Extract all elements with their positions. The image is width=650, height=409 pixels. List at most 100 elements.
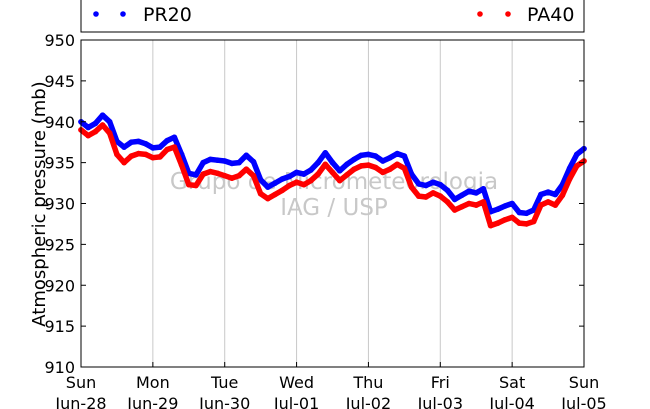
series-0-point-22 [236, 159, 242, 166]
series-0-point-16 [193, 172, 199, 178]
series-1-point-27 [272, 191, 278, 198]
series-1-point-33 [315, 171, 321, 177]
series-0-point-43 [387, 154, 393, 161]
x-tick-date-6: Jul-04 [488, 394, 534, 409]
series-1-point-35 [329, 169, 336, 176]
x-tick-date-1: Jun-29 [126, 394, 178, 409]
series-0-point-58 [495, 206, 501, 212]
series-0-point-27 [272, 180, 278, 186]
series-1-point-4 [106, 130, 113, 136]
series-1-point-45 [401, 165, 408, 172]
x-tick-day-1: Mon [136, 373, 170, 392]
series-1-point-3 [99, 122, 106, 128]
legend-marker-0 [93, 11, 99, 17]
series-0-point-20 [221, 158, 228, 164]
series-0-point-6 [121, 144, 127, 150]
series-0-point-26 [265, 184, 271, 190]
legend-entry-0: PR20 [93, 4, 192, 26]
series-1-point-55 [473, 202, 480, 208]
series-0-point-59 [502, 203, 508, 209]
series-0-point-69 [574, 151, 580, 158]
series-1-point-47 [415, 193, 422, 199]
series-1-point-29 [286, 182, 293, 189]
series-1-point-28 [279, 187, 286, 194]
y-axis-label: Atmospheric pressure (mb) [29, 81, 50, 326]
series-1-point-61 [516, 220, 523, 226]
series-0-point-51 [444, 187, 451, 194]
series-0-point-68 [566, 165, 573, 172]
series-1-point-26 [265, 195, 271, 202]
x-tick-date-5: Jul-03 [417, 394, 463, 409]
series-0-point-24 [250, 159, 257, 165]
series-1-point-34 [322, 161, 329, 168]
series-0-point-41 [372, 153, 379, 159]
legend-marker-0b [120, 11, 126, 17]
series-0-point-40 [365, 151, 372, 158]
series-1-point-15 [186, 181, 192, 188]
series-1-point-11 [157, 154, 163, 160]
watermark-line-2: IAG / USP [280, 195, 388, 221]
series-1-point-56 [480, 199, 487, 205]
series-0-point-36 [336, 168, 343, 174]
series-0-point-48 [423, 182, 429, 189]
series-1-point-2 [92, 128, 99, 135]
series-1-point-41 [372, 164, 379, 171]
series-1-point-44 [394, 161, 401, 168]
series-1-point-38 [351, 166, 357, 172]
y-tick-label-5: 935 [44, 154, 75, 173]
series-1-point-65 [545, 199, 551, 205]
x-tick-day-3: Wed [279, 373, 314, 392]
series-0-point-42 [380, 158, 386, 164]
series-1-point-53 [459, 204, 465, 210]
legend-label-0: PR20 [143, 4, 192, 26]
series-0-point-21 [229, 160, 235, 167]
y-tick-label-4: 930 [44, 195, 75, 214]
series-0-point-35 [329, 159, 336, 166]
series-1-point-10 [150, 154, 156, 161]
series-1-point-18 [207, 168, 214, 175]
series-1-point-8 [135, 150, 142, 157]
series-1-point-17 [200, 171, 206, 177]
series-1-point-1 [85, 132, 91, 139]
x-tick-date-4: Jul-02 [345, 394, 391, 409]
y-axis: 910 915 920 925 930 935 940 945 950 [44, 31, 584, 377]
series-1-point-16 [193, 182, 199, 189]
legend-box [80, 0, 585, 33]
series-0-point-50 [437, 181, 444, 188]
series-1-point-43 [387, 166, 393, 172]
series-0-point-60 [509, 200, 515, 207]
legend-marker-1b [505, 11, 511, 17]
series-1-point-62 [523, 221, 530, 227]
series-1-point-48 [423, 194, 429, 200]
y-tick-label-2: 920 [44, 276, 75, 295]
series-0-point-55 [473, 190, 480, 196]
series-0-point-54 [466, 188, 472, 194]
series-1-point-25 [257, 190, 264, 197]
series-0-point-7 [128, 139, 135, 145]
series-1-point-37 [344, 172, 350, 178]
y-tick-label-6: 940 [44, 113, 75, 132]
series-0-point-65 [545, 189, 551, 195]
x-tick-day-2: Tue [210, 373, 238, 392]
series-0-point-18 [207, 156, 214, 163]
y-tick-label-8: 950 [44, 31, 75, 50]
series-1-point-54 [466, 200, 472, 207]
series-1-point-31 [301, 181, 307, 188]
series-1-point-12 [164, 146, 170, 153]
series-1-point-36 [336, 177, 343, 184]
series-0-point-66 [552, 191, 559, 198]
series-1-point-67 [559, 192, 566, 199]
series-0-point-2 [92, 120, 99, 127]
x-tick-day-6: Sat [499, 373, 525, 392]
series-1-point-66 [552, 202, 559, 208]
series-0-point-30 [293, 169, 300, 176]
series-1-point-59 [502, 217, 508, 223]
series-1-point-7 [128, 153, 135, 159]
series-1-point-63 [530, 218, 537, 225]
series-0-point-62 [523, 210, 530, 217]
series-0-point-11 [157, 144, 163, 150]
series-0-point-49 [430, 179, 436, 185]
series-1 [78, 122, 587, 229]
series-0-point-12 [164, 137, 170, 144]
